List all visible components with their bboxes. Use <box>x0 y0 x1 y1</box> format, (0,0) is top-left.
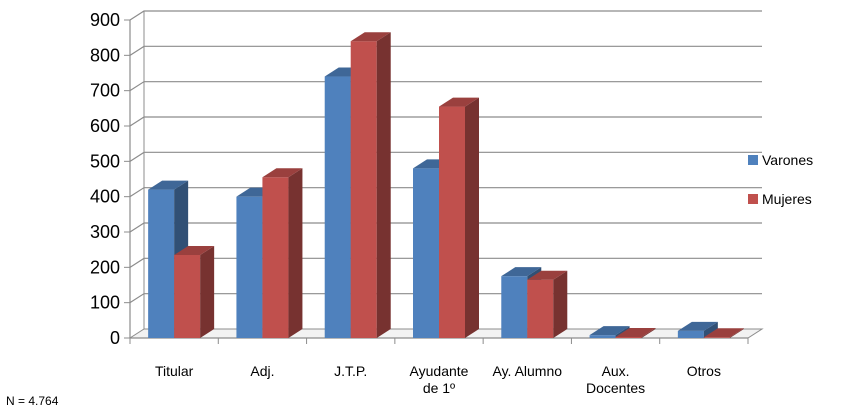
y-tick-label: 800 <box>90 45 120 65</box>
x-category-label: Otros <box>687 363 721 379</box>
legend-label-varones: Varones <box>762 152 813 168</box>
bar-front <box>174 254 201 338</box>
legend-label-mujeres: Mujeres <box>762 191 812 207</box>
x-category-label: Docentes <box>586 380 645 396</box>
x-category-label: J.T.P. <box>334 363 367 379</box>
x-category-label: Ayudante <box>410 363 469 379</box>
bar-side <box>200 245 215 338</box>
bar-top <box>174 245 215 255</box>
bar-front <box>439 106 465 338</box>
y-tick-label: 300 <box>90 222 120 242</box>
chart-footnote: N = 4.764 <box>6 394 59 405</box>
x-category-label: Aux. <box>602 363 630 379</box>
legend-swatch-mujeres <box>748 194 758 204</box>
bar-top <box>501 267 542 277</box>
y-tick-label: 700 <box>90 81 120 101</box>
bar-front <box>527 279 554 338</box>
y-tick-label: 600 <box>90 116 120 136</box>
bar-side <box>376 32 391 338</box>
bar-top <box>148 180 189 190</box>
bar-mujeres <box>350 32 391 338</box>
y-tick-label: 900 <box>90 10 120 30</box>
bar-side <box>553 270 568 338</box>
bar-front <box>615 336 642 338</box>
x-category-label: Adj. <box>250 363 274 379</box>
bar-top <box>703 328 744 338</box>
bar-mujeres <box>439 97 479 338</box>
legend-swatch-varones <box>748 155 758 165</box>
bar-front <box>324 76 351 339</box>
bar-front <box>703 337 730 338</box>
bar-mujeres <box>262 168 303 338</box>
bar-mujeres <box>527 270 568 338</box>
bar-side <box>729 328 744 338</box>
bar-front <box>413 168 439 338</box>
y-tick-label: 500 <box>90 151 120 171</box>
y-tick-label: 200 <box>90 257 120 277</box>
y-tick-label: 400 <box>90 187 120 207</box>
bar-front <box>677 330 704 338</box>
bar-mujeres <box>703 328 744 338</box>
bar-side <box>703 321 718 338</box>
bar-side <box>465 97 479 338</box>
bar-side <box>641 327 656 338</box>
x-category-label: Ay. Alumno <box>493 363 563 379</box>
bar-front <box>262 177 289 338</box>
bar-top <box>262 168 303 178</box>
bar-mujeres <box>615 327 656 338</box>
bar-top <box>615 327 656 337</box>
bar-varones <box>677 321 718 338</box>
bar-top <box>527 270 568 280</box>
bar-top <box>589 326 630 336</box>
bar-top <box>677 321 718 331</box>
bar-side <box>288 168 303 338</box>
bar-front <box>589 335 616 338</box>
x-category-label: Titular <box>155 363 194 379</box>
bar-front <box>148 189 175 338</box>
chart-legend: Varones Mujeres <box>748 152 813 207</box>
bar-top <box>350 32 391 42</box>
bar-mujeres <box>174 245 215 338</box>
bar-front <box>236 196 263 338</box>
y-tick-label: 100 <box>90 293 120 313</box>
y-tick-labels: 0 100 200 300 400 500 600 700 800 900 <box>90 10 120 348</box>
bar-front <box>501 276 528 338</box>
y-tick-label: 0 <box>110 328 120 348</box>
bar-top <box>439 97 479 107</box>
bar-front <box>350 41 377 338</box>
x-category-label: de 1º <box>423 380 455 396</box>
chart-bars <box>148 32 744 339</box>
